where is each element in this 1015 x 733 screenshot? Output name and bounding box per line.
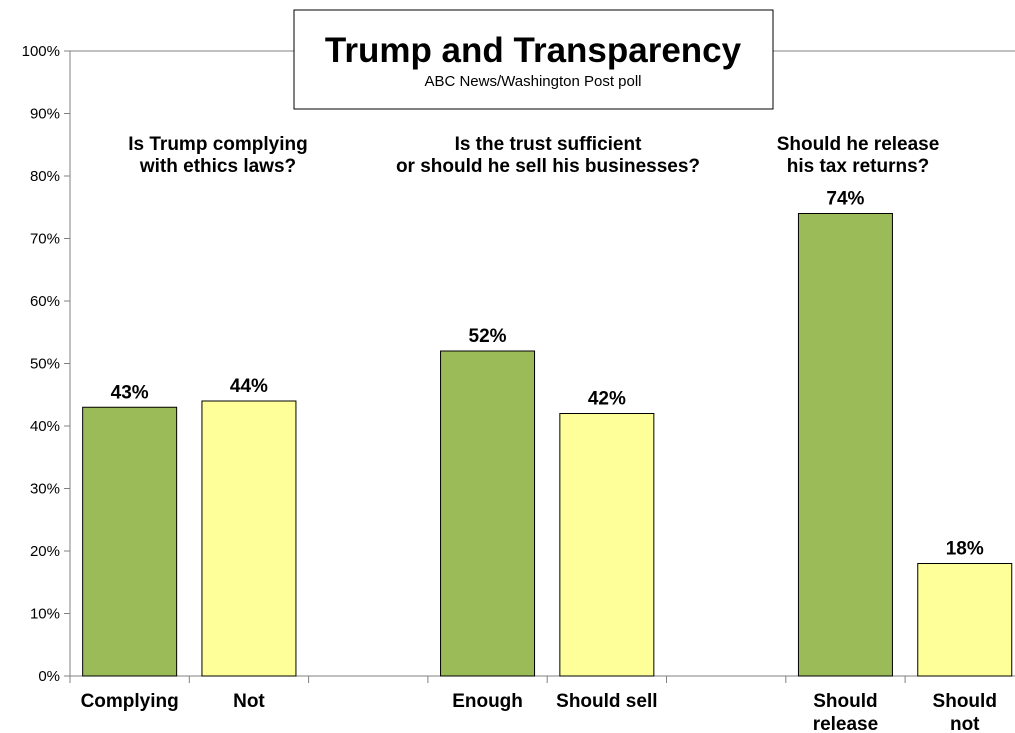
question-label: his tax returns? [787, 156, 930, 177]
category-label: not [950, 714, 980, 733]
y-tick-label: 30% [30, 481, 60, 498]
category-label: release [813, 714, 879, 733]
chart-title: Trump and Transparency [325, 31, 742, 70]
question-label: Should he release [777, 134, 940, 155]
value-label: 18% [946, 539, 984, 560]
question-label: Is the trust sufficient [455, 134, 643, 155]
title-frame [293, 9, 774, 110]
y-tick-label: 90% [30, 106, 60, 123]
bar [797, 213, 893, 677]
title-box: Trump and Transparency ABC News/Washingt… [293, 9, 774, 110]
y-tick-label: 80% [30, 168, 60, 185]
category-label: Should [933, 691, 997, 712]
chart-subtitle: ABC News/Washington Post poll [424, 73, 641, 90]
y-tick-label: 40% [30, 418, 60, 435]
value-label: 44% [230, 376, 268, 397]
question-label: Is Trump complying [128, 134, 307, 155]
y-tick-label: 60% [30, 293, 60, 310]
category-label: Not [233, 691, 265, 712]
bar [917, 563, 1013, 677]
bar [440, 350, 536, 677]
category-label: Enough [452, 691, 523, 712]
y-tick-label: 0% [38, 668, 60, 685]
value-label: 43% [111, 382, 149, 403]
category-label: Should sell [556, 691, 657, 712]
category-label: Complying [81, 691, 179, 712]
bar [559, 413, 655, 677]
y-tick-label: 10% [30, 606, 60, 623]
y-tick-label: 70% [30, 231, 60, 248]
value-label: 42% [588, 389, 626, 410]
y-tick-label: 100% [22, 43, 60, 60]
category-label: Should [813, 691, 877, 712]
value-label: 52% [469, 326, 507, 347]
y-tick-label: 50% [30, 356, 60, 373]
question-label: with ethics laws? [139, 156, 296, 177]
bar [82, 406, 178, 677]
value-label: 74% [826, 189, 864, 210]
y-tick-label: 20% [30, 543, 60, 560]
question-label: or should he sell his businesses? [396, 156, 700, 177]
bar [201, 400, 297, 677]
